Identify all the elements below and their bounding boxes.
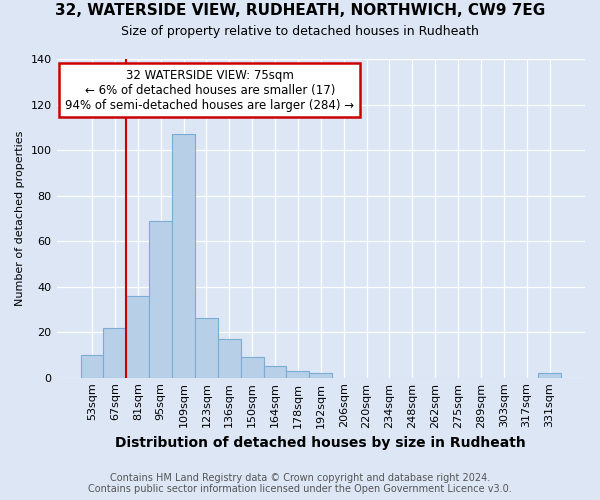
Text: Size of property relative to detached houses in Rudheath: Size of property relative to detached ho… <box>121 25 479 38</box>
Y-axis label: Number of detached properties: Number of detached properties <box>15 130 25 306</box>
Bar <box>127 296 149 378</box>
Bar <box>172 134 195 378</box>
Bar <box>103 328 127 378</box>
Text: 32, WATERSIDE VIEW, RUDHEATH, NORTHWICH, CW9 7EG: 32, WATERSIDE VIEW, RUDHEATH, NORTHWICH,… <box>55 3 545 18</box>
Bar <box>538 373 561 378</box>
Bar <box>241 357 263 378</box>
Bar <box>80 355 103 378</box>
Text: Contains HM Land Registry data © Crown copyright and database right 2024.
Contai: Contains HM Land Registry data © Crown c… <box>88 473 512 494</box>
Bar <box>195 318 218 378</box>
Bar <box>218 339 241 378</box>
Bar <box>286 371 310 378</box>
Bar <box>310 373 332 378</box>
Bar <box>149 220 172 378</box>
Text: 32 WATERSIDE VIEW: 75sqm
← 6% of detached houses are smaller (17)
94% of semi-de: 32 WATERSIDE VIEW: 75sqm ← 6% of detache… <box>65 68 355 112</box>
Bar <box>263 366 286 378</box>
X-axis label: Distribution of detached houses by size in Rudheath: Distribution of detached houses by size … <box>115 436 526 450</box>
